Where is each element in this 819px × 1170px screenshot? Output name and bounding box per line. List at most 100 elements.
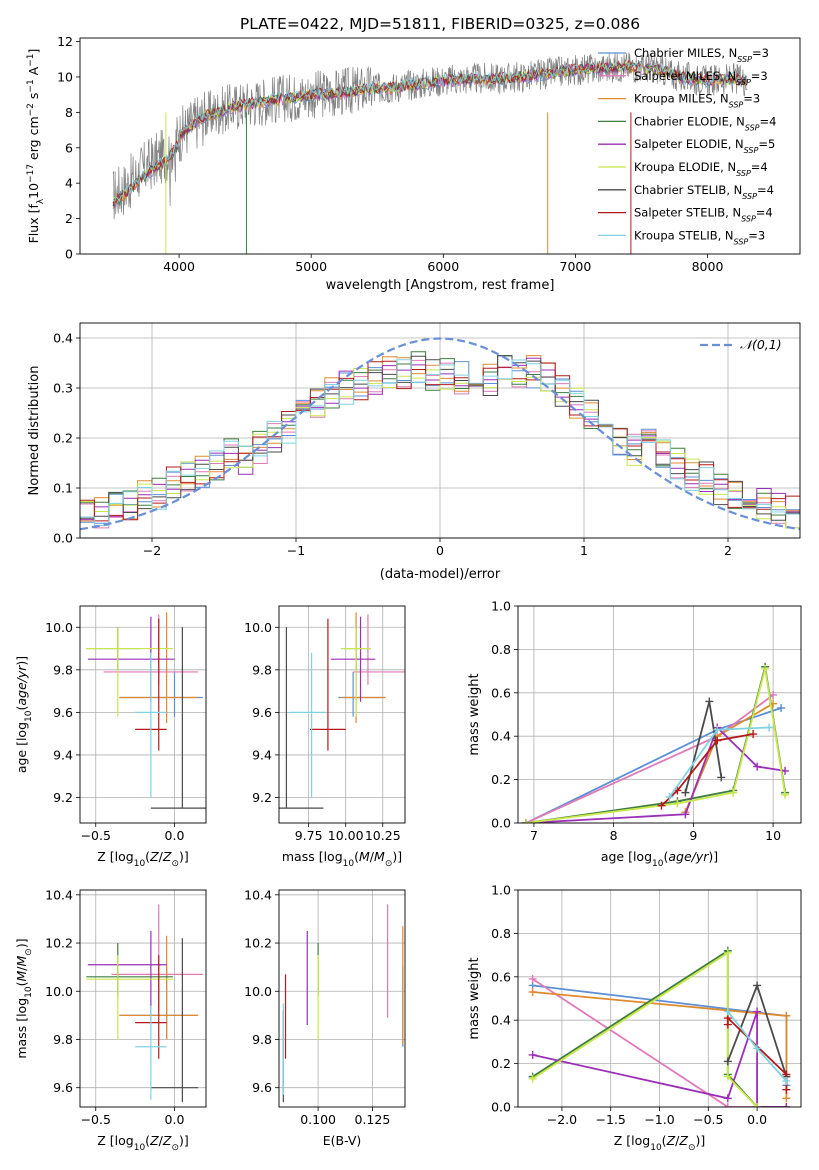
weight-point-marker (681, 810, 690, 819)
tick-label-x: −1.5 (596, 1112, 626, 1127)
label-part: )] (179, 1133, 189, 1148)
weight-point-marker (705, 697, 714, 706)
label-part: −1 (26, 54, 36, 67)
errorbar-point-stelib_kroupa (135, 1005, 167, 1100)
weight-series-elodie_chabrier (528, 946, 762, 1107)
label-part: =3 (751, 69, 768, 83)
tick-label-x: 6000 (427, 259, 459, 274)
tick-label-y: 0.1 (53, 481, 73, 496)
label-part: / (675, 1133, 680, 1148)
tick-label-x: 0.100 (300, 1112, 336, 1127)
plot-area (112, 52, 748, 254)
legend-label: Salpeter ELODIE, NSSP=5 (634, 137, 775, 155)
errorbar-point-elodie_salpeter (87, 930, 167, 1021)
label-part: ⊙ (24, 948, 34, 956)
label-part: SSP (745, 123, 760, 132)
x-axis-label: Z [log10(Z/Z⊙)] (97, 849, 189, 869)
tick-label-y: 0.8 (491, 926, 511, 941)
label-part: erg cm (26, 116, 41, 164)
tick-label-y: 8 (65, 105, 73, 120)
errorbar-point-elodie_salpeter (87, 616, 175, 702)
weight-point-marker (782, 1103, 791, 1107)
weight-series-stelib_chabrier (681, 697, 726, 797)
grid (80, 323, 800, 539)
x-axis-label: (data-model)/error (380, 567, 501, 582)
label-part: ( (662, 1133, 667, 1148)
label-part: 10 (652, 859, 664, 869)
label-part: )] (695, 1133, 705, 1148)
label-part: 10 (134, 859, 146, 869)
tick-label-x: 9 (689, 828, 697, 843)
label-part: 10 (650, 1143, 662, 1153)
errorbar-point-elodie_salpeter (330, 616, 376, 702)
tick-label-y: 10.2 (45, 936, 73, 951)
y-axis-label: mass weight (467, 673, 482, 755)
weight-point-marker (753, 1007, 762, 1016)
label-part: =4 (751, 160, 768, 174)
tick-label-y: 9.4 (252, 747, 272, 762)
tick-label-y: 9.2 (53, 790, 73, 805)
label-part: ] (26, 49, 41, 54)
tick-label-y: 0.8 (491, 642, 511, 657)
weight-series-miles_kroupa (681, 699, 778, 817)
tick-label-x: 8000 (692, 259, 724, 274)
label-part: =5 (758, 137, 775, 151)
tick-label-y: 0.4 (491, 729, 511, 744)
tick-label-y: 0.6 (491, 685, 511, 700)
tick-label-y: 0.0 (491, 1100, 511, 1115)
label-part: =4 (757, 183, 774, 197)
tick-label-y: 9.8 (53, 1032, 73, 1047)
legend-label: Kroupa MILES, NSSP=3 (634, 92, 760, 110)
label-part: ( (14, 982, 29, 987)
tick-label-y: 10.0 (244, 620, 272, 635)
label-part: 10 (24, 986, 34, 998)
label-part: Z (149, 849, 159, 864)
weight-point-marker (723, 948, 732, 957)
weight-point-marker (777, 703, 786, 712)
legend-label: Kroupa ELODIE, NSSP=4 (634, 160, 768, 178)
legend-label: Salpeter STELIB, NSSP=4 (634, 206, 773, 224)
label-part: =3 (743, 92, 760, 106)
weight-point-marker (749, 730, 758, 739)
weight-point-marker (723, 1103, 732, 1107)
label-part: / (14, 966, 29, 971)
legend-item-stelib_salpeter: Salpeter STELIB, NSSP=4 (598, 206, 773, 224)
weight-series-elodie_chabrier (521, 662, 790, 823)
x-axis-label: wavelength [Angstrom, rest frame] (326, 278, 555, 293)
label-part: =4 (760, 114, 777, 128)
frame: −0.5 0.09.69.810.010.210.4Z [log10(Z/Z⊙)]… (14, 887, 207, 1153)
y-axis-label: Flux [fλ10−17 erg cm−2 s−1 A−1] (26, 49, 46, 244)
legend-item-miles_chabrier: Chabrier MILES, NSSP=3 (598, 46, 769, 64)
data-spectrum-line (112, 52, 748, 220)
label-part: ( (145, 849, 150, 864)
weight-point-marker (521, 819, 530, 823)
label-part: SSP (734, 237, 749, 246)
tick-label-y: 10.0 (244, 984, 272, 999)
label-part: Chabrier ELODIE, N (634, 114, 745, 128)
tick-label-y: 9.8 (53, 662, 73, 677)
weight-point-marker (753, 1103, 762, 1107)
frame: −2 −1 0 1 2 0.0 0.1 0.2 0.3 0.4 (data-model)/error… (27, 322, 801, 582)
label-part: 10 (24, 710, 34, 722)
legend-label: Chabrier ELODIE, NSSP=4 (634, 114, 776, 131)
tick-label-x: −1.0 (644, 1112, 674, 1127)
weight-line (684, 702, 774, 813)
weight-point-marker (681, 788, 690, 797)
tick-label-y: 6 (65, 140, 73, 155)
tick-label-y: 0.0 (491, 816, 511, 831)
frame: −2.0 −1.5 −1.0 −0.5 0.0 0.0 0.2 0.4 0.6 0.8 1.0 Z [… (467, 883, 802, 1153)
tick-label-y: 9.8 (252, 662, 272, 677)
weight-point-marker (753, 1044, 762, 1053)
weight-point-marker (781, 790, 790, 799)
legend-item-stelib_chabrier: Chabrier STELIB, NSSP=4 (598, 183, 774, 200)
tick-label-x: 7000 (560, 259, 592, 274)
label-part: )] (392, 849, 402, 864)
tick-label-x: 10 (765, 828, 781, 843)
tick-label-x: 0.0 (165, 828, 185, 843)
weight-point-marker (657, 801, 666, 810)
label-part: ⊙ (171, 1143, 179, 1153)
label-part: Kroupa STELIB, N (634, 228, 734, 242)
